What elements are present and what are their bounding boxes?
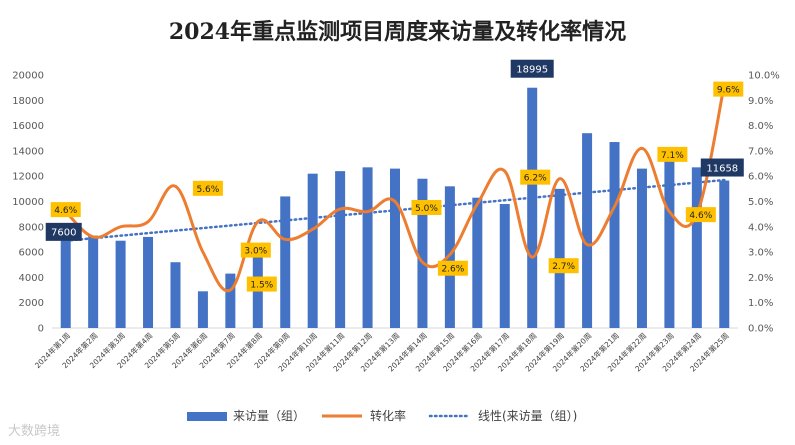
y-left-tick-label: 20000 xyxy=(12,71,44,82)
bar xyxy=(609,142,620,328)
y-right-tick-label: 2.0% xyxy=(748,273,773,284)
bar-data-label: 7600 xyxy=(51,228,76,239)
legend-label-bar: 来访量（组） xyxy=(233,409,305,423)
rate-label-box xyxy=(520,169,551,185)
y-right-tick-label: 1.0% xyxy=(748,298,773,309)
y-right-tick-label: 5.0% xyxy=(748,197,773,208)
bar xyxy=(88,235,99,328)
rate-data-label: 5.6% xyxy=(196,185,219,195)
rate-label-box xyxy=(657,146,688,162)
y-right-tick-label: 7.0% xyxy=(748,146,773,157)
bar xyxy=(143,236,154,328)
rate-data-label: 9.6% xyxy=(717,86,740,96)
y-left-tick-label: 18000 xyxy=(12,96,44,107)
bar xyxy=(60,231,71,328)
bar xyxy=(225,273,236,328)
bar xyxy=(499,204,510,328)
bar xyxy=(280,196,291,328)
bar xyxy=(307,173,318,328)
bar xyxy=(664,152,675,328)
trend-line xyxy=(64,178,726,242)
y-left-tick-label: 4000 xyxy=(19,273,44,284)
y-left-tick-label: 14000 xyxy=(12,146,44,157)
y-left-tick-label: 10000 xyxy=(12,197,44,208)
bar-data-label: 11658 xyxy=(706,163,738,174)
rate-data-label: 5.0% xyxy=(415,204,438,214)
bar xyxy=(335,171,346,328)
bar xyxy=(636,168,647,328)
y-right-tick-label: 3.0% xyxy=(748,248,773,259)
rate-label-box xyxy=(437,260,468,276)
rate-data-label: 4.6% xyxy=(54,206,77,216)
bar xyxy=(582,133,593,328)
bar xyxy=(472,197,483,328)
rate-data-label: 1.5% xyxy=(250,281,273,291)
bar xyxy=(390,168,400,328)
y-right-tick-label: 6.0% xyxy=(748,172,773,183)
y-right-tick-label: 9.0% xyxy=(748,96,773,107)
y-left-tick-label: 8000 xyxy=(19,222,44,233)
y-left-tick-label: 12000 xyxy=(12,172,44,183)
bar-label-box xyxy=(700,158,744,177)
bar-data-label: 18995 xyxy=(516,65,548,76)
bar xyxy=(170,262,181,328)
rate-data-label: 3.0% xyxy=(244,247,267,257)
rate-label-box xyxy=(192,180,223,196)
y-left-tick-label: 2000 xyxy=(19,298,44,309)
bar-label-box xyxy=(510,59,554,78)
legend-swatch-bar xyxy=(187,412,227,421)
bar xyxy=(444,186,455,328)
bar xyxy=(115,240,126,328)
rate-label-box xyxy=(240,242,271,258)
bar xyxy=(719,180,730,328)
rate-data-label: 2.7% xyxy=(552,262,575,272)
y-right-tick-label: 8.0% xyxy=(748,121,773,132)
rate-data-label: 7.1% xyxy=(661,151,684,161)
chart-title: 2024年重点监测项目周度来访量及转化率情况 xyxy=(168,19,627,45)
rate-label-box xyxy=(411,200,442,215)
bar xyxy=(417,178,428,328)
rate-label-box xyxy=(713,81,744,97)
y-left-tick-label: 6000 xyxy=(19,248,44,259)
rate-line xyxy=(64,84,726,293)
rate-data-label: 6.2% xyxy=(524,174,547,184)
bar xyxy=(197,291,208,328)
rate-label-box xyxy=(685,207,716,223)
legend-label-trend: 线性(来访量（组）) xyxy=(478,409,577,423)
rate-label-box xyxy=(50,202,81,218)
bar xyxy=(691,167,702,328)
legend-label-line: 转化率 xyxy=(370,408,406,423)
bar xyxy=(527,87,538,328)
y-left-tick-label: 0 xyxy=(38,324,44,335)
bar-label-box xyxy=(45,222,82,241)
y-left-tick-label: 16000 xyxy=(12,121,44,132)
rate-label-box xyxy=(246,276,277,292)
bar xyxy=(362,167,373,328)
rate-data-label: 4.6% xyxy=(689,211,712,221)
rate-data-label: 2.6% xyxy=(441,265,464,275)
y-right-tick-label: 4.0% xyxy=(748,222,773,233)
rate-label-box xyxy=(548,258,579,274)
y-right-tick-label: 0.0% xyxy=(748,324,773,335)
y-right-tick-label: 10.0% xyxy=(748,71,780,82)
watermark-text: 大数跨境 xyxy=(8,424,61,439)
